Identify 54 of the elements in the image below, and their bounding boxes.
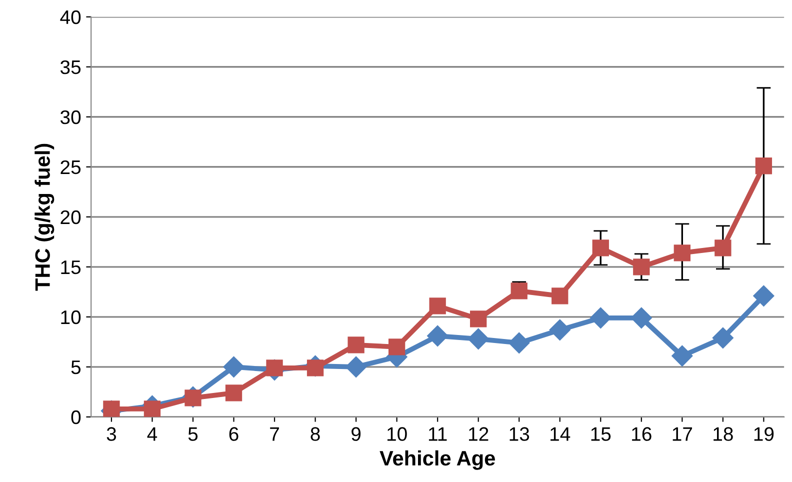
x-tick-label: 15 (591, 427, 611, 441)
point (225, 384, 242, 402)
point (753, 285, 774, 306)
point (223, 356, 244, 378)
x-tick-label: 11 (428, 427, 447, 441)
point (266, 360, 283, 376)
x-tick-label: 12 (469, 427, 488, 441)
point (672, 345, 693, 366)
y-tick-label: 30 (60, 110, 81, 124)
x-tick-label: 14 (550, 427, 570, 441)
point (630, 307, 652, 328)
x-tick-label: 18 (714, 427, 733, 441)
y-tick-label: 20 (60, 210, 81, 224)
x-axis-title: Vehicle Age (380, 450, 495, 470)
point (714, 240, 732, 256)
y-tick-label: 35 (60, 60, 81, 74)
x-tick-label: 19 (754, 427, 774, 441)
y-axis-title: THC (g/kg fuel) (34, 144, 54, 291)
point (306, 360, 324, 376)
point (103, 400, 120, 417)
point (674, 244, 690, 262)
point (348, 336, 364, 354)
x-tick-label: 13 (510, 427, 530, 441)
point (429, 298, 446, 314)
point (552, 288, 568, 304)
x-tick-label: 4 (147, 427, 158, 441)
point (427, 325, 448, 346)
y-tick-label: 40 (60, 10, 81, 24)
x-tick-label: 10 (387, 427, 407, 441)
y-tick-label: 0 (71, 410, 81, 424)
point (712, 327, 734, 348)
point (144, 400, 161, 417)
point (470, 310, 487, 328)
point (388, 338, 406, 356)
y-tick-label: 15 (61, 260, 81, 274)
point (549, 319, 570, 340)
x-tick-label: 9 (352, 427, 361, 441)
y-tick-label: 5 (71, 360, 81, 374)
x-tick-label: 7 (270, 427, 279, 441)
y-tick-label: 10 (61, 310, 81, 324)
y-tick-label: 25 (60, 160, 81, 174)
x-tick-label: 17 (672, 427, 692, 441)
point (508, 332, 530, 354)
x-tick-label: 3 (106, 427, 116, 441)
point (468, 328, 489, 350)
point (346, 356, 367, 378)
x-tick-label: 6 (229, 427, 238, 441)
point (592, 240, 609, 256)
x-tick-label: 16 (632, 427, 652, 441)
point (755, 158, 772, 174)
point (633, 258, 650, 276)
point (590, 307, 612, 328)
x-tick-label: 5 (188, 427, 198, 441)
x-tick-label: 8 (310, 427, 320, 441)
